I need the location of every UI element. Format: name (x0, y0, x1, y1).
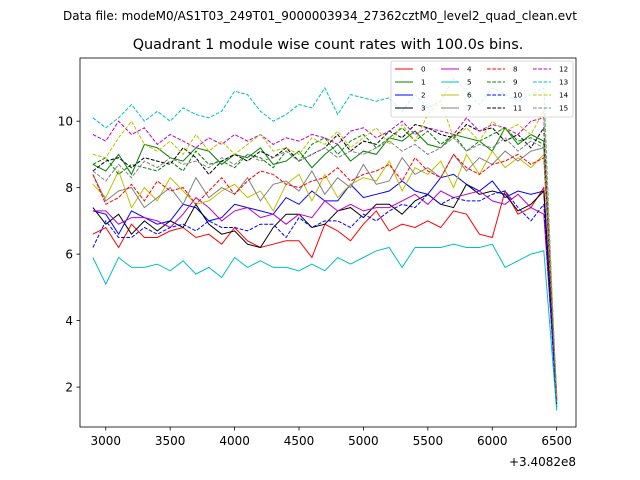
legend-label-13: 13 (559, 78, 568, 87)
legend-label-1: 1 (421, 78, 426, 87)
x-tick-label: 6500 (541, 434, 572, 448)
y-tick-label: 2 (65, 380, 73, 394)
series-line-13 (92, 77, 558, 411)
legend-label-10: 10 (513, 91, 523, 100)
legend-label-14: 14 (559, 91, 569, 100)
plot-area (92, 77, 558, 411)
legend-label-8: 8 (513, 65, 518, 74)
series-line-3 (92, 183, 558, 404)
series-line-10 (92, 190, 558, 408)
y-tick-label: 4 (65, 314, 73, 328)
x-tick-label: 4500 (284, 434, 315, 448)
legend-label-2: 2 (421, 91, 426, 100)
x-tick-label: 5000 (348, 434, 379, 448)
legend-label-6: 6 (467, 91, 472, 100)
series-line-12 (92, 117, 558, 401)
y-axis-ticks: 2 4 6 8 10 (58, 114, 80, 394)
legend-label-0: 0 (421, 65, 426, 74)
legend-label-5: 5 (467, 78, 472, 87)
series-line-6 (92, 150, 558, 398)
x-tick-label: 6000 (477, 434, 508, 448)
chart-title: Quadrant 1 module wise count rates with … (133, 37, 524, 53)
y-tick-label: 6 (65, 247, 73, 261)
series-line-14 (92, 100, 558, 398)
y-tick-label: 10 (58, 114, 73, 128)
legend-label-9: 9 (513, 78, 518, 87)
x-axis-offset-label: +3.4082e8 (509, 455, 576, 469)
axes-frame (79, 57, 577, 428)
series-line-8 (92, 153, 558, 394)
legend-label-15: 15 (559, 104, 568, 113)
series-line-5 (92, 243, 558, 411)
x-tick-label: 3000 (90, 434, 121, 448)
series-line-0 (92, 186, 558, 394)
x-tick-label: 4000 (219, 434, 250, 448)
x-tick-label: 5500 (413, 434, 444, 448)
series-line-2 (92, 173, 558, 408)
legend-frame (390, 60, 574, 118)
legend-label-4: 4 (467, 65, 472, 74)
legend-label-7: 7 (467, 104, 472, 113)
legend-label-11: 11 (513, 104, 522, 113)
data-file-suptitle: Data file: modeM0/AS1T03_249T01_90000039… (63, 9, 577, 23)
series-line-15 (92, 137, 558, 398)
legend-label-3: 3 (421, 104, 426, 113)
y-tick-label: 8 (65, 181, 73, 195)
x-axis-ticks: 3000 3500 4000 4500 5000 5500 6000 6500 (90, 427, 572, 448)
series-line-7 (92, 147, 558, 398)
x-tick-label: 3500 (155, 434, 186, 448)
legend-label-12: 12 (559, 65, 568, 74)
series-line-11 (92, 123, 558, 404)
